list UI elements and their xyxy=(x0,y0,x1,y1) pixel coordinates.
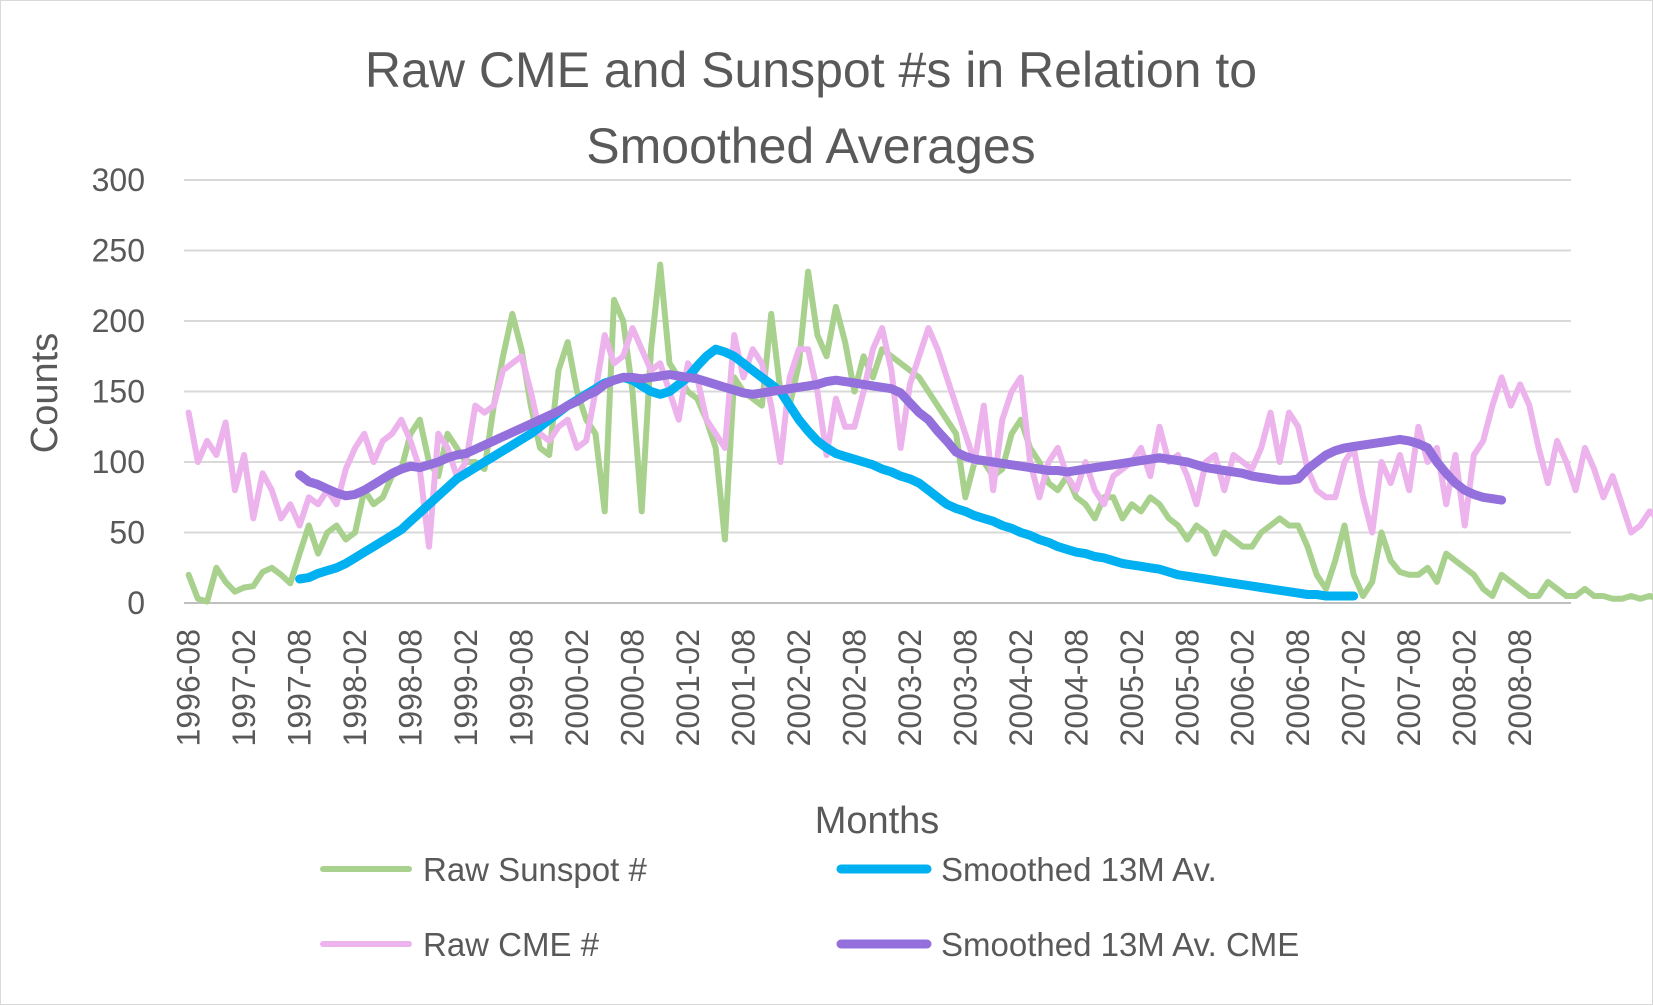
x-tick-label: 2007-08 xyxy=(1391,629,1427,746)
y-tick-label: 150 xyxy=(92,374,145,410)
x-tick-label: 1996-08 xyxy=(171,629,207,746)
chart-title-line-2: Smoothed Averages xyxy=(586,118,1035,174)
x-tick-label: 1999-02 xyxy=(448,629,484,746)
y-tick-label: 100 xyxy=(92,444,145,480)
legend-label: Smoothed 13M Av. CME xyxy=(941,926,1299,963)
x-tick-label: 2004-02 xyxy=(1003,629,1039,746)
x-axis-title: Months xyxy=(815,800,940,842)
x-tick-label: 2008-08 xyxy=(1502,629,1538,746)
series-line-smoothed-13m-av xyxy=(295,344,1359,601)
x-tick-label: 1998-08 xyxy=(393,629,429,746)
x-tick-label: 2006-08 xyxy=(1280,629,1316,746)
x-tick-label: 2001-02 xyxy=(670,629,706,746)
y-axis-ticks: 0 50 100 150 200 250 300 xyxy=(92,162,145,621)
x-tick-label: 2006-02 xyxy=(1225,629,1261,746)
x-tick-label: 2004-08 xyxy=(1058,629,1094,746)
x-tick-label: 1999-08 xyxy=(504,629,540,746)
legend-label: Raw CME # xyxy=(423,926,600,963)
chart-title-line-1: Raw CME and Sunspot #s in Relation to xyxy=(365,42,1257,98)
x-tick-label: 2005-08 xyxy=(1169,629,1205,746)
x-tick-label: 1997-08 xyxy=(282,629,318,746)
y-tick-label: 300 xyxy=(92,162,145,198)
x-tick-label: 2007-02 xyxy=(1336,629,1372,746)
x-axis-ticks: 1996-08 1997-02 1997-08 1998-02 1998-08 1999-… xyxy=(171,629,1539,746)
x-tick-label: 2003-02 xyxy=(892,629,928,746)
x-tick-label: 1998-02 xyxy=(337,629,373,746)
x-tick-label: 2001-08 xyxy=(725,629,761,746)
y-tick-label: 0 xyxy=(127,585,145,621)
x-tick-label: 2002-02 xyxy=(781,629,817,746)
x-tick-label: 2000-02 xyxy=(559,629,595,746)
x-tick-label: 2002-08 xyxy=(836,629,872,746)
legend: Raw Sunspot # Smoothed 13M Av. Raw CME # Sm… xyxy=(320,851,1299,963)
legend-label: Raw Sunspot # xyxy=(423,851,647,888)
y-axis-title: Counts xyxy=(24,333,66,453)
x-tick-label: 2008-02 xyxy=(1447,629,1483,746)
y-tick-label: 200 xyxy=(92,303,145,339)
series-layer xyxy=(185,261,1653,605)
x-tick-label: 2005-02 xyxy=(1114,629,1150,746)
x-tick-label: 1997-02 xyxy=(226,629,262,746)
y-tick-label: 50 xyxy=(109,515,145,551)
x-tick-label: 2003-08 xyxy=(947,629,983,746)
x-tick-label: 2000-08 xyxy=(614,629,650,746)
series-line-raw-cme xyxy=(185,325,1653,550)
y-tick-label: 250 xyxy=(92,233,145,269)
legend-label: Smoothed 13M Av. xyxy=(941,851,1217,888)
series-line-smoothed-13m-av-cme xyxy=(295,370,1507,505)
